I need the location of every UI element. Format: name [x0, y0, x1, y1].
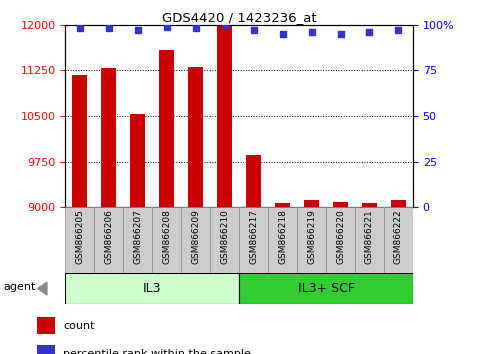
Bar — [239, 273, 413, 304]
Bar — [37, 316, 55, 333]
Polygon shape — [38, 282, 47, 295]
Bar — [130, 114, 145, 207]
Text: GSM866219: GSM866219 — [307, 209, 316, 264]
Bar — [72, 75, 87, 207]
Point — [76, 25, 84, 31]
Text: GSM866222: GSM866222 — [394, 209, 403, 264]
Text: count: count — [63, 321, 95, 331]
Point — [221, 22, 228, 28]
Text: GSM866206: GSM866206 — [104, 209, 113, 264]
Text: percentile rank within the sample: percentile rank within the sample — [63, 349, 251, 354]
Bar — [362, 203, 377, 207]
Bar — [188, 67, 203, 207]
Text: GSM866208: GSM866208 — [162, 209, 171, 264]
Point — [250, 27, 257, 33]
Text: GSM866220: GSM866220 — [336, 209, 345, 264]
Point — [134, 27, 142, 33]
Text: GSM866218: GSM866218 — [278, 209, 287, 264]
Point — [279, 31, 286, 37]
Bar — [159, 50, 174, 207]
Point — [192, 25, 199, 31]
Bar — [275, 204, 290, 207]
Bar — [123, 207, 152, 273]
Bar — [333, 202, 348, 207]
Bar — [217, 26, 232, 207]
Point — [105, 25, 113, 31]
Bar — [355, 207, 384, 273]
Bar — [181, 207, 210, 273]
Bar — [101, 68, 116, 207]
Text: GSM866205: GSM866205 — [75, 209, 84, 264]
Bar — [246, 155, 261, 207]
Bar — [152, 207, 181, 273]
Bar — [94, 207, 123, 273]
Point — [308, 29, 315, 35]
Text: IL3: IL3 — [143, 282, 161, 295]
Point — [366, 29, 373, 35]
Bar — [268, 207, 297, 273]
Bar — [326, 207, 355, 273]
Bar — [297, 207, 326, 273]
Bar — [304, 200, 319, 207]
Bar — [391, 200, 406, 207]
Point — [163, 24, 170, 29]
Point — [337, 31, 344, 37]
Point — [395, 27, 402, 33]
Text: agent: agent — [3, 282, 36, 292]
Bar — [37, 345, 55, 354]
Text: GSM866217: GSM866217 — [249, 209, 258, 264]
Title: GDS4420 / 1423236_at: GDS4420 / 1423236_at — [162, 11, 316, 24]
Text: IL3+ SCF: IL3+ SCF — [298, 282, 355, 295]
Text: GSM866210: GSM866210 — [220, 209, 229, 264]
Bar — [384, 207, 413, 273]
Bar — [239, 207, 268, 273]
Bar — [65, 207, 94, 273]
Bar — [65, 273, 239, 304]
Text: GSM866209: GSM866209 — [191, 209, 200, 264]
Text: GSM866207: GSM866207 — [133, 209, 142, 264]
Text: GSM866221: GSM866221 — [365, 209, 374, 264]
Bar — [210, 207, 239, 273]
